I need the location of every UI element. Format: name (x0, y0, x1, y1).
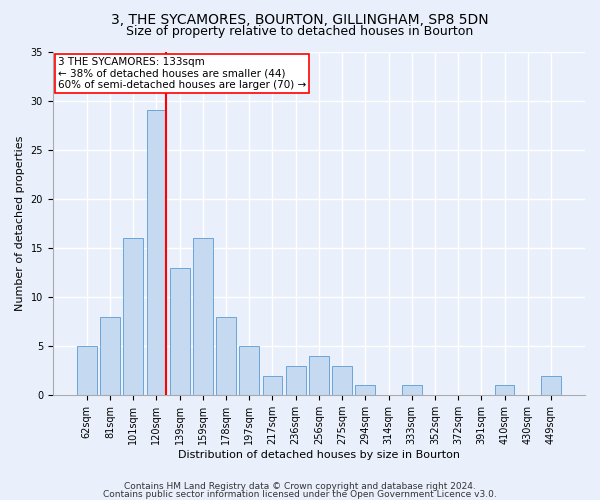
Text: Contains HM Land Registry data © Crown copyright and database right 2024.: Contains HM Land Registry data © Crown c… (124, 482, 476, 491)
Bar (494, 386, 514, 395)
Bar (402, 386, 422, 395)
Bar (193, 238, 213, 395)
Bar (216, 316, 236, 395)
Bar (332, 366, 352, 395)
Bar (309, 356, 329, 395)
Bar (239, 346, 259, 395)
Text: 3, THE SYCAMORES, BOURTON, GILLINGHAM, SP8 5DN: 3, THE SYCAMORES, BOURTON, GILLINGHAM, S… (111, 12, 489, 26)
Text: 3 THE SYCAMORES: 133sqm
← 38% of detached houses are smaller (44)
60% of semi-de: 3 THE SYCAMORES: 133sqm ← 38% of detache… (58, 56, 307, 90)
Bar (541, 376, 561, 395)
Bar (170, 268, 190, 395)
Text: Contains public sector information licensed under the Open Government Licence v3: Contains public sector information licen… (103, 490, 497, 499)
Bar (146, 110, 166, 395)
Bar (263, 376, 283, 395)
Bar (100, 316, 120, 395)
X-axis label: Distribution of detached houses by size in Bourton: Distribution of detached houses by size … (178, 450, 460, 460)
Y-axis label: Number of detached properties: Number of detached properties (15, 136, 25, 311)
Text: Size of property relative to detached houses in Bourton: Size of property relative to detached ho… (127, 25, 473, 38)
Bar (77, 346, 97, 395)
Bar (355, 386, 375, 395)
Bar (286, 366, 305, 395)
Bar (124, 238, 143, 395)
